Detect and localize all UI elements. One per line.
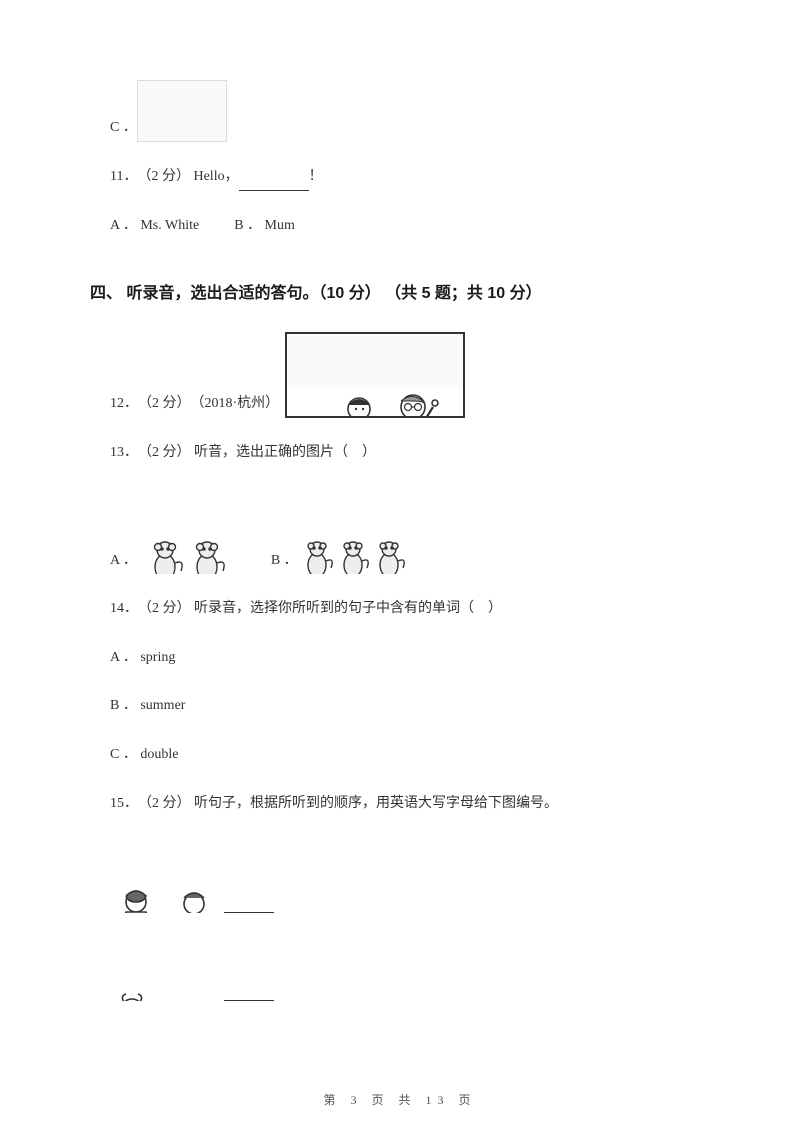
question-text: 听录音，选择你所听到的句子中含有的单词（ ） — [191, 596, 503, 623]
q11-options: A ． Ms. White B ． Mum — [110, 213, 710, 240]
q11-option-a: A ． Ms. White — [110, 218, 199, 233]
page-content: C ． 11． （2 分） Hello， ！ A ． Ms. White B ．… — [90, 80, 710, 1001]
q13: 13． （2 分） 听音，选出正确的图片（ ） — [110, 440, 710, 467]
q12: 12． （2 分） （2018·杭州） — [110, 332, 710, 418]
monkeys-five-icon — [298, 484, 408, 574]
q11: 11． （2 分） Hello， ！ — [110, 164, 710, 191]
question-number: 15． — [110, 791, 138, 818]
q15-image-1-row — [110, 833, 710, 913]
q14: 14． （2 分） 听录音，选择你所听到的句子中含有的单词（ ） — [110, 596, 710, 623]
q15-image-2-row — [110, 927, 710, 1001]
question-meta: （2018·杭州） — [191, 391, 280, 418]
question-number: 13． — [110, 440, 138, 467]
gift-exchange-icon — [110, 833, 220, 913]
question-points: （2 分） — [138, 440, 191, 467]
page-footer: 第 3 页 共 13 页 — [0, 1091, 800, 1108]
section-4-title: 四、 听录音，选出合适的答句。（10 分） （共 5 题；共 10 分） — [90, 279, 710, 309]
option-label: A ． — [110, 548, 137, 575]
monkeys-four-icon — [137, 484, 237, 574]
fill-blank[interactable] — [224, 899, 274, 913]
cow-icon — [110, 927, 220, 1001]
question-number: 11． — [110, 164, 137, 191]
q11-option-b: B ． Mum — [234, 218, 295, 233]
question-number: 14． — [110, 596, 138, 623]
question-text-after: ！ — [309, 164, 323, 191]
q13-options: A ． B ． — [110, 484, 710, 574]
question-number: 12． — [110, 391, 138, 418]
question-text-before: Hello， — [190, 164, 239, 191]
duck-icon — [137, 80, 227, 142]
question-text: 听句子，根据所听到的顺序，用英语大写字母给下图编号。 — [191, 791, 559, 818]
question-points: （2 分） — [137, 164, 190, 191]
question-points: （2 分） — [138, 791, 191, 818]
q14-option-c: C ． double — [110, 742, 710, 769]
fill-blank[interactable] — [224, 987, 274, 1001]
q15: 15． （2 分） 听句子，根据所听到的顺序，用英语大写字母给下图编号。 — [110, 791, 710, 818]
q10-option-c: C ． — [110, 80, 710, 142]
microscope-children-icon — [285, 332, 465, 418]
question-points: （2 分） — [138, 391, 191, 418]
question-points: （2 分） — [138, 596, 191, 623]
question-text: 听音，选出正确的图片（ ） — [191, 440, 377, 467]
fill-blank[interactable] — [239, 177, 309, 191]
option-label: B ． — [271, 548, 298, 575]
q14-option-b: B ． summer — [110, 693, 710, 720]
q14-option-a: A ． spring — [110, 645, 710, 672]
option-label: C ． — [110, 115, 137, 142]
